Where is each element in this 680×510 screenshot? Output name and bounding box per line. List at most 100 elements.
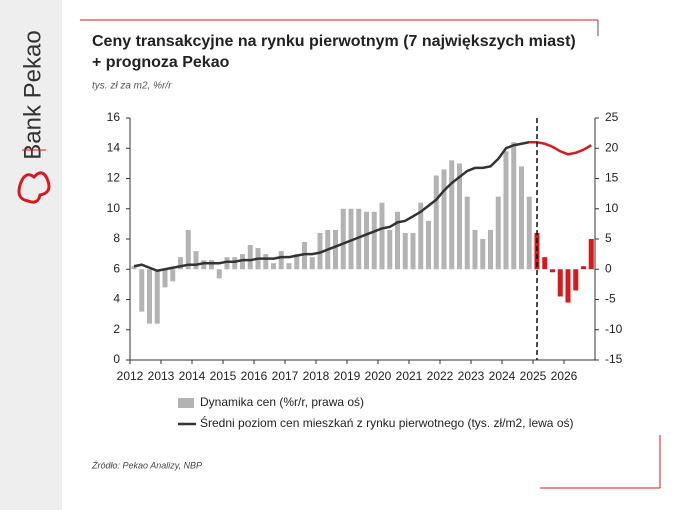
x-tick-label: 2026 — [551, 369, 578, 383]
bar — [402, 232, 408, 270]
bar — [340, 208, 346, 270]
y-tick-label: 8 — [113, 231, 120, 245]
y2-tick-label: 25 — [605, 110, 619, 124]
bar — [247, 245, 253, 270]
bar — [147, 269, 152, 324]
x-tick-label: 2016 — [241, 369, 268, 383]
x-tick-label: 2022 — [427, 369, 454, 383]
chart-title: Ceny transakcyjne na rynku pierwotnym (7… — [92, 33, 576, 50]
bar — [216, 269, 222, 279]
bar — [433, 175, 439, 270]
bar — [302, 242, 307, 270]
bar — [139, 269, 145, 312]
legend-label: Średni poziom cen mieszkań z rynku pierw… — [200, 415, 573, 430]
bar — [271, 263, 276, 270]
bar — [534, 232, 540, 270]
bar — [503, 151, 509, 270]
y2-tick-label: 10 — [605, 201, 619, 215]
bar — [511, 142, 517, 270]
y2-tick-label: -15 — [605, 352, 623, 366]
bar — [286, 263, 292, 270]
bar — [294, 254, 300, 270]
line — [529, 140, 592, 156]
x-tick-label: 2021 — [396, 369, 423, 383]
y-tick-label: 6 — [113, 261, 120, 275]
bar — [178, 257, 183, 270]
bar — [588, 239, 594, 270]
x-tick-label: 2020 — [365, 369, 392, 383]
bar — [232, 257, 238, 270]
brand-logo — [17, 171, 51, 204]
subtitle: tys. zł za m2, %r/r — [92, 81, 172, 92]
y-tick-label: 10 — [107, 201, 121, 215]
y-tick-label: 4 — [113, 292, 120, 306]
bar — [495, 196, 501, 270]
bar — [371, 211, 377, 270]
bar — [410, 232, 416, 270]
bar — [379, 202, 385, 270]
bar — [542, 257, 548, 270]
bar — [557, 269, 563, 297]
x-tick-label: 2024 — [489, 369, 516, 383]
source: Źródło: Pekao Analizy, NBP — [91, 460, 202, 470]
bar — [573, 269, 579, 291]
bar — [526, 196, 532, 270]
y2-tick-label: 5 — [605, 231, 612, 245]
y-tick-label: 16 — [107, 110, 121, 124]
bar — [193, 251, 199, 270]
bar — [309, 257, 315, 270]
x-tick-label: 2023 — [458, 369, 485, 383]
brand: Bank Pekao — [19, 30, 46, 159]
x-tick-label: 2014 — [179, 369, 206, 383]
x-tick-label: 2019 — [334, 369, 361, 383]
bar — [457, 163, 462, 270]
bar — [170, 269, 176, 282]
x-tick-label: 2013 — [148, 369, 175, 383]
bar — [348, 208, 354, 270]
bar — [278, 251, 284, 270]
bar — [418, 202, 424, 270]
bar — [224, 257, 230, 270]
bar — [472, 229, 478, 270]
bar — [449, 160, 455, 270]
bar — [154, 269, 160, 324]
bar — [317, 232, 323, 270]
y2-tick-label: -10 — [605, 322, 623, 336]
x-tick-label: 2025 — [520, 369, 547, 383]
bar — [162, 269, 168, 288]
x-tick-label: 2018 — [303, 369, 330, 383]
y-tick-label: 12 — [107, 171, 121, 185]
sidebar — [0, 0, 62, 510]
bar — [441, 169, 447, 270]
y-tick-label: 0 — [113, 352, 120, 366]
bar — [426, 220, 431, 270]
bar — [519, 166, 524, 270]
y2-tick-label: 0 — [605, 261, 612, 275]
bar — [395, 211, 400, 270]
bar — [480, 239, 486, 270]
y2-tick-label: 15 — [605, 171, 619, 185]
bar — [364, 211, 369, 270]
bar — [333, 229, 338, 270]
x-tick-label: 2015 — [210, 369, 237, 383]
bar — [131, 266, 137, 270]
y-tick-label: 14 — [107, 140, 121, 154]
line — [133, 140, 530, 273]
bar — [356, 208, 362, 270]
bar — [550, 269, 555, 273]
chart-title: + prognoza Pekao — [92, 54, 230, 71]
y2-tick-label: -5 — [605, 292, 616, 306]
bar — [201, 260, 207, 270]
bar — [464, 196, 470, 270]
x-tick-label: 2012 — [117, 369, 144, 383]
x-tick-label: 2017 — [272, 369, 299, 383]
bar — [488, 229, 493, 270]
legend-swatch — [178, 398, 194, 408]
bar — [565, 269, 571, 303]
bar — [185, 229, 191, 270]
y2-tick-label: 20 — [605, 140, 619, 154]
y-tick-label: 2 — [113, 322, 120, 336]
bar — [209, 260, 214, 270]
bar — [581, 266, 586, 270]
bar — [387, 229, 393, 270]
